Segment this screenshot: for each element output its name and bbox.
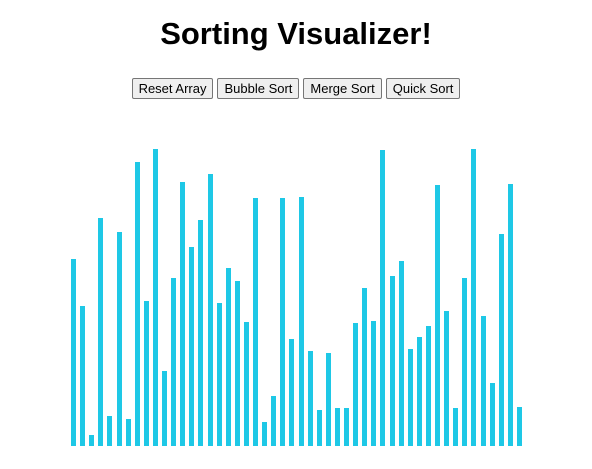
array-bar [316,410,322,446]
bubble-sort-button[interactable]: Bubble Sort [217,78,300,99]
array-bar [198,220,204,446]
array-bar [325,353,331,446]
array-bar [189,247,195,446]
array-bar [353,323,359,446]
array-bar [225,268,231,446]
array-bar [234,281,240,446]
array-bar [371,321,377,446]
array-bar [280,198,286,446]
array-bar [507,184,513,446]
array-bar [243,322,249,446]
page-title: Sorting Visualizer! [160,16,432,51]
array-bar [498,234,504,446]
array-bar [253,198,258,446]
array-bar [307,351,313,446]
array-bar [289,339,295,446]
array-bars-container [0,120,592,446]
array-bar [389,276,395,446]
toolbar: Reset Array Bubble Sort Merge Sort Quick… [0,78,592,99]
array-bar [489,383,495,446]
array-bar [98,218,104,446]
merge-sort-button[interactable]: Merge Sort [303,78,382,99]
array-bar [162,371,167,446]
array-bar [116,232,122,446]
array-bar [71,259,76,446]
array-bar [398,261,404,446]
array-bar [80,306,86,446]
array-bar [125,419,131,446]
array-bar [180,182,186,446]
array-bar [407,349,413,446]
array-bar [362,288,368,446]
array-bar [298,197,304,446]
array-bar [471,149,477,446]
array-bar [207,174,213,446]
array-bar [89,435,95,446]
array-bar [334,408,340,446]
array-bar [453,408,459,446]
array-bar [344,408,349,446]
array-bar [216,303,222,446]
array-bar [444,311,450,446]
array-bar [171,278,177,446]
array-bar [134,162,140,446]
array-bar [380,150,386,446]
array-bar [107,416,113,446]
array-bar [435,185,440,446]
quick-sort-button[interactable]: Quick Sort [385,78,461,99]
array-bar [416,337,422,446]
array-bar [262,422,268,446]
array-bar [480,316,486,446]
reset-array-button[interactable]: Reset Array [131,78,214,99]
array-bar [271,396,277,446]
array-bar [425,326,431,446]
array-bar [516,407,522,446]
array-bar [143,301,149,446]
array-bar [462,278,468,446]
array-bar [152,149,158,446]
